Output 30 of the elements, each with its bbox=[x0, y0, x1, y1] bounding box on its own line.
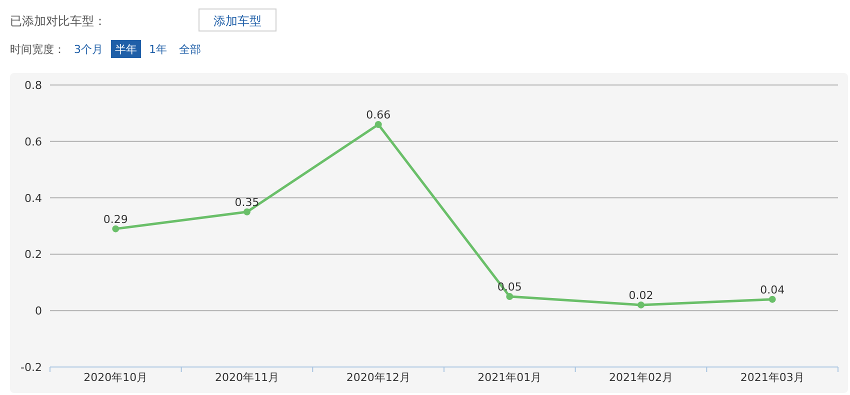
data-label: 0.35 bbox=[234, 196, 260, 209]
x-tick-label: 2021年01月 bbox=[478, 371, 542, 384]
text: 全部 bbox=[179, 43, 201, 56]
y-tick-label: 0.6 bbox=[24, 135, 42, 148]
data-label: 0.29 bbox=[103, 212, 128, 226]
x-tick-label: 2021年02月 bbox=[609, 371, 673, 384]
data-label: 0.66 bbox=[366, 108, 391, 122]
x-tick-label: 2020年11月 bbox=[215, 371, 279, 384]
point bbox=[374, 120, 382, 128]
data-label: 0.04 bbox=[760, 283, 785, 296]
point bbox=[244, 208, 250, 216]
text: 1年 bbox=[149, 43, 167, 56]
text: 时间宽度： bbox=[10, 43, 65, 56]
point bbox=[638, 301, 644, 308]
y-tick-label: -0.2 bbox=[20, 361, 42, 374]
text: 半年 bbox=[115, 43, 137, 56]
x-tick-label: 2020年12月 bbox=[346, 371, 410, 384]
point bbox=[112, 225, 120, 232]
y-tick-label: 0.4 bbox=[24, 192, 42, 205]
data-label: 0.02 bbox=[628, 288, 654, 302]
x-tick-label: 2021年03月 bbox=[740, 371, 804, 384]
text: 已添加对比车型： bbox=[10, 14, 106, 28]
y-tick-label: 0 bbox=[35, 304, 42, 318]
y-tick-label: 0.8 bbox=[24, 79, 42, 92]
y-tick-label: 0.2 bbox=[24, 248, 42, 262]
text: 添加车型 bbox=[214, 14, 262, 28]
x-tick-label: 2020年10月 bbox=[84, 371, 148, 384]
text: 3个月 bbox=[74, 43, 103, 56]
point bbox=[768, 296, 776, 303]
point bbox=[506, 293, 514, 300]
